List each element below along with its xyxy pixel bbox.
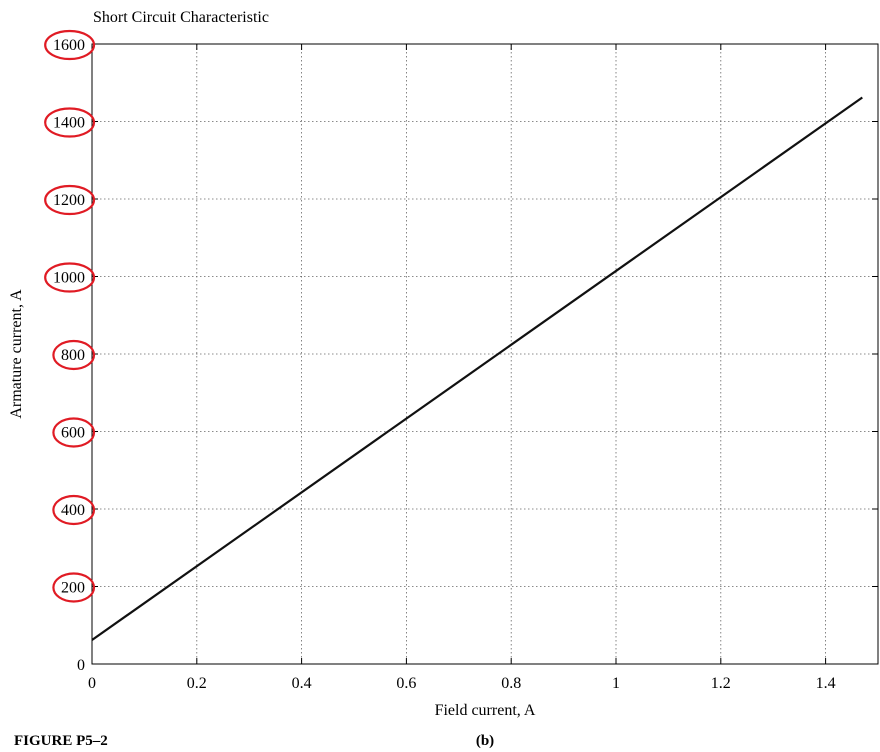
y-axis-label: Armature current, A [8, 289, 25, 419]
grid-layer [92, 44, 878, 664]
x-tick-label: 0.2 [187, 675, 207, 692]
x-tick-label: 1.2 [711, 675, 731, 692]
x-tick-label: 0.6 [396, 675, 416, 692]
tick-label-ellipse [52, 494, 96, 526]
y-tick-label: 1400 [53, 115, 85, 132]
y-tick-label: 200 [61, 580, 85, 597]
tick-label-ellipse [44, 29, 96, 61]
y-tick-label: 400 [61, 502, 85, 519]
y-tick-label: 0 [77, 657, 85, 674]
panel-label: (b) [476, 733, 494, 749]
y-tick-label: 1000 [53, 270, 85, 287]
ticks-layer: 0 0.2 0.4 0.6 0.8 1 1.2 1.4 0 200 400 600 800 1000 120… [53, 37, 878, 692]
y-tick-label: 800 [61, 347, 85, 364]
figure-label: FIGURE P5–2 [14, 733, 108, 749]
tick-label-ellipse [44, 184, 96, 216]
y-tick-label: 1200 [53, 192, 85, 209]
x-axis-label: Field current, A [435, 702, 536, 719]
tick-label-ellipse [52, 339, 96, 371]
series-layer [91, 96, 863, 641]
chart-title: Short Circuit Characteristic [93, 9, 269, 26]
tick-label-ellipse [44, 262, 96, 293]
y-tick-label: 1600 [53, 37, 85, 54]
tick-label-ellipse [52, 572, 96, 603]
x-tick-label: 1 [612, 675, 620, 692]
x-tick-label: 0.4 [292, 675, 312, 692]
tick-label-ellipse [52, 417, 96, 448]
x-tick-label: 1.4 [816, 675, 836, 692]
annotation-layer [44, 29, 96, 603]
y-tick-label: 600 [61, 425, 85, 442]
x-tick-label: 0 [88, 675, 96, 692]
tick-label-ellipse [44, 107, 96, 138]
x-tick-label: 0.8 [501, 675, 521, 692]
series-line [91, 96, 863, 641]
